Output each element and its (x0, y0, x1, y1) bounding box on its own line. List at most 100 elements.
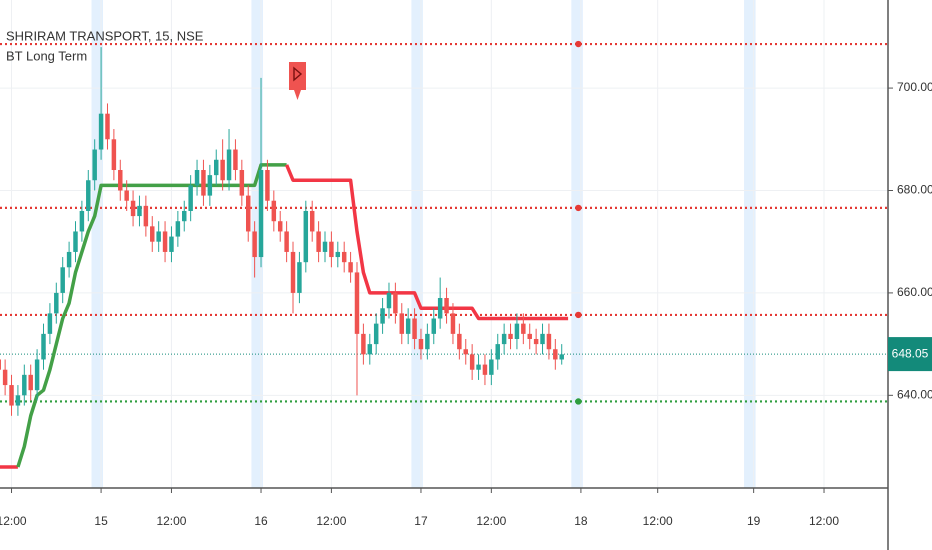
candle-body (533, 338, 539, 345)
candle-body (130, 200, 136, 217)
candle-body (521, 323, 526, 334)
x-tick-label: 12:00 (0, 514, 27, 528)
candle-body (245, 195, 251, 232)
candle-body (412, 318, 417, 339)
signal-flag (289, 62, 306, 100)
candle-body (508, 333, 513, 339)
x-tick-label: 12:00 (643, 514, 673, 528)
candle-body (457, 333, 462, 350)
candle-body (316, 231, 321, 252)
session-band (91, 0, 104, 488)
session-band (411, 0, 423, 488)
level-dot (575, 311, 582, 319)
x-tick-label: 12:00 (809, 514, 839, 528)
candle-body (47, 313, 53, 334)
candle-body (463, 349, 468, 355)
candle-body (367, 344, 373, 355)
candle-body (425, 333, 430, 350)
x-tick-label: 12:00 (316, 514, 346, 528)
candle-body (162, 231, 168, 252)
candle-body (380, 308, 385, 324)
candle-body (469, 354, 475, 370)
candle-body (437, 298, 443, 319)
level-dot (575, 204, 582, 212)
candle-body (156, 231, 161, 242)
candle-body (444, 298, 449, 314)
candle-body (495, 344, 500, 360)
candle-body (284, 231, 289, 252)
candle-body (553, 349, 558, 360)
x-tick-label: 17 (414, 514, 428, 528)
candle-body (124, 190, 129, 201)
last-price-box (888, 337, 932, 372)
candle-body (214, 159, 219, 176)
candle-body (501, 333, 507, 345)
candle-body (105, 113, 110, 140)
x-tick-label: 12:00 (156, 514, 186, 528)
candle-body (182, 210, 187, 222)
level-dot (575, 40, 582, 48)
candle-body (73, 231, 78, 252)
session-band (744, 0, 756, 488)
candle-body (348, 262, 353, 273)
candle-body (41, 333, 46, 360)
candle-body (0, 359, 1, 370)
candle-body (258, 170, 264, 258)
candle-body (329, 241, 334, 258)
candle-body (2, 369, 8, 386)
session-band (251, 0, 263, 488)
candle-body (98, 113, 104, 150)
candle-body (431, 318, 437, 334)
candle-body (201, 170, 206, 196)
candle-body (239, 170, 245, 196)
candle-body (559, 354, 564, 360)
candle-body (226, 149, 232, 181)
candle-body (482, 364, 488, 375)
x-tick-label: 15 (94, 514, 108, 528)
candle-body (233, 149, 238, 171)
y-tick-label: 660.00 (897, 285, 932, 299)
candle-body (220, 159, 225, 181)
candle-body (450, 313, 456, 334)
candle-body (188, 185, 193, 211)
candle-body (405, 318, 411, 334)
session-band (571, 0, 583, 488)
x-tick-label: 19 (747, 514, 761, 528)
y-tick-label: 700.00 (897, 80, 932, 94)
indicator-line (285, 164, 569, 321)
candle-body (34, 359, 40, 391)
candle-body (386, 292, 392, 309)
candle-body (322, 241, 328, 252)
indicator-line (16, 163, 287, 468)
candle-body (277, 221, 283, 232)
candle-body (527, 333, 532, 339)
candle-body (194, 170, 200, 186)
x-tick-label: 16 (254, 514, 268, 528)
main-layer (0, 47, 569, 469)
candle-body (175, 221, 181, 237)
candle-body (60, 267, 65, 293)
level-dot (575, 398, 582, 405)
candle-body (303, 210, 309, 263)
candle-body (66, 251, 72, 268)
candle-body (271, 200, 277, 222)
x-tick-label: 18 (574, 514, 588, 528)
indicator-label: BT Long Term (6, 48, 87, 63)
candle-body (15, 395, 21, 406)
candle-body (86, 180, 91, 211)
candle-body (361, 333, 366, 355)
chart-title: SHRIRAM TRANSPORT, 15, NSE (6, 28, 204, 43)
candle-body (514, 323, 520, 339)
candle-body (22, 374, 27, 396)
candle-body (393, 292, 398, 314)
candle-body (297, 262, 302, 293)
candle-body (373, 323, 379, 345)
candle-body (207, 175, 213, 196)
candle-body (540, 333, 545, 345)
candle-body (476, 364, 481, 370)
candle-body (341, 251, 347, 263)
y-tick-label: 680.00 (897, 183, 932, 197)
